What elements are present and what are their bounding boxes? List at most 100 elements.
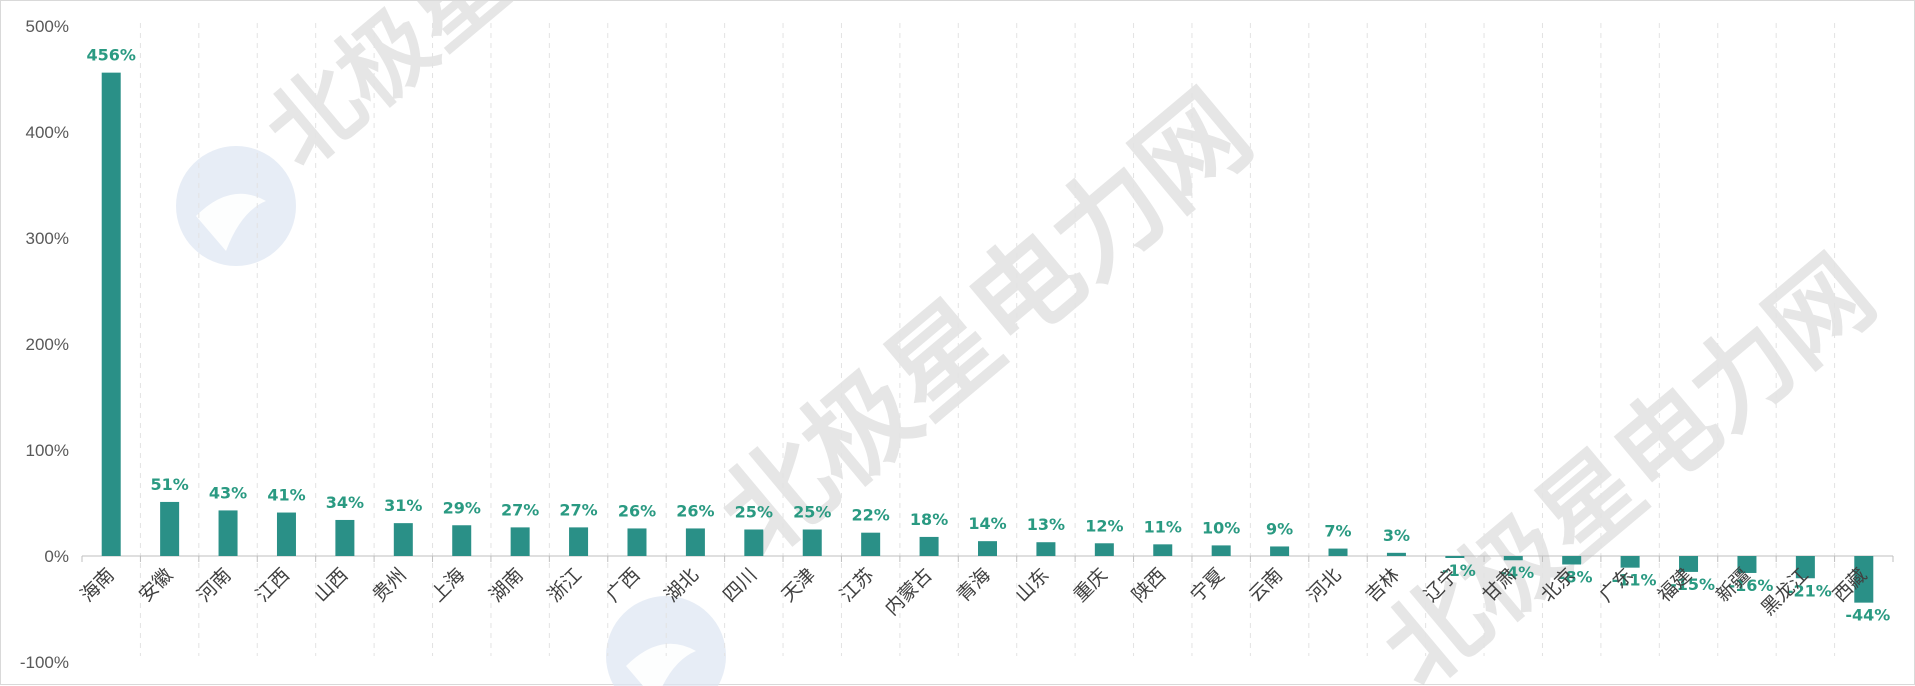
data-label: 41%: [267, 486, 305, 505]
data-label: -1%: [1442, 561, 1476, 580]
bar: [802, 529, 822, 556]
data-label: 25%: [735, 503, 773, 522]
data-label: 14%: [968, 514, 1006, 533]
bar: [1503, 556, 1523, 561]
bar: [276, 512, 296, 556]
y-tick-label: 200%: [26, 335, 69, 354]
bar: [160, 501, 180, 556]
category-label: 宁夏: [1186, 564, 1228, 606]
axes: -100% 0% 100% 200% 300% 400% 500%: [20, 17, 1894, 672]
category-label: 安徽: [135, 564, 177, 606]
data-label: -11%: [1612, 571, 1657, 590]
category-label: 重庆: [1069, 564, 1111, 606]
data-label: 11%: [1144, 517, 1182, 536]
bar: [510, 527, 530, 556]
category-label: 江苏: [836, 564, 878, 606]
data-label: 25%: [793, 503, 831, 522]
bar: [101, 72, 121, 556]
data-label: 13%: [1027, 515, 1065, 534]
bar: [1445, 556, 1465, 558]
category-label: 内蒙古: [881, 564, 937, 620]
data-label: -4%: [1500, 563, 1534, 582]
watermark-logo-icon: [606, 596, 726, 686]
bar: [1094, 543, 1114, 556]
category-labels-group: 海南 安徽 河南 江西 山西 贵州 上海 湖南 浙江 广西 湖北 四川 天津 江苏 内蒙古 青海 山东 重庆 陕西宁…: [76, 564, 1871, 620]
category-label: 广西: [602, 564, 644, 606]
data-label: -15%: [1670, 575, 1715, 594]
data-label: 27%: [501, 500, 539, 519]
data-label: 26%: [618, 501, 656, 520]
category-label: 山西: [310, 564, 352, 606]
data-label: -21%: [1787, 581, 1832, 600]
category-label: 云南: [1245, 564, 1287, 606]
logo-swoosh: [626, 643, 696, 686]
y-tick-label: 400%: [26, 123, 69, 142]
data-label: 26%: [676, 501, 714, 520]
bar: [1737, 556, 1757, 573]
category-label: 湖南: [485, 564, 527, 606]
data-label: 18%: [910, 510, 948, 529]
data-label: 43%: [209, 483, 247, 502]
bar: [861, 532, 881, 556]
bar: [1211, 545, 1231, 556]
data-label: -16%: [1728, 576, 1773, 595]
category-label: 青海: [953, 564, 995, 606]
bars-group: [101, 72, 1874, 603]
bar: [685, 528, 705, 556]
y-tick-label: 300%: [26, 229, 69, 248]
bar: [627, 528, 647, 556]
category-label: 贵州: [368, 564, 410, 606]
y-tick-label: 500%: [26, 17, 69, 36]
watermark-text: 北极星电力网: [1361, 234, 1896, 686]
category-label: 浙江: [544, 564, 586, 606]
y-tick-label: 100%: [26, 441, 69, 460]
watermark-text: 北极星电力网: [246, 1, 738, 188]
category-label: 河北: [1303, 564, 1345, 606]
bar: [1795, 556, 1815, 579]
category-label: 海南: [76, 564, 118, 606]
category-label: 河南: [193, 564, 235, 606]
bar: [1270, 546, 1290, 556]
data-label: 51%: [150, 475, 188, 494]
y-tick-label: -100%: [20, 653, 69, 672]
bar: [1620, 556, 1640, 568]
bar: [744, 529, 764, 556]
bar: [1153, 544, 1173, 556]
data-label: 31%: [384, 496, 422, 515]
data-label: 456%: [86, 46, 135, 65]
data-label: 9%: [1266, 519, 1293, 538]
bar: [978, 541, 997, 556]
bar: [393, 523, 413, 556]
data-label: -44%: [1845, 606, 1890, 625]
bar: [335, 519, 355, 556]
category-label: 陕西: [1128, 564, 1170, 606]
category-label: 山东: [1011, 564, 1053, 606]
watermark-text: 北极星电力网: [697, 69, 1274, 581]
y-tick-label: 0%: [44, 547, 69, 566]
data-labels-group: 456% 51% 43% 41% 34% 31% 29% 27% 27% 26% 26% 25% 25%…: [86, 46, 1890, 625]
watermark-logo-icon: [176, 146, 296, 266]
bar: [1562, 556, 1582, 565]
data-label: 27%: [559, 500, 597, 519]
data-label: 34%: [326, 493, 364, 512]
data-label: 7%: [1324, 522, 1351, 541]
data-label: -8%: [1559, 567, 1593, 586]
data-label: 29%: [443, 498, 481, 517]
data-label: 22%: [852, 506, 890, 525]
bar: [1854, 556, 1874, 603]
data-label: 10%: [1202, 518, 1240, 537]
bar: [1679, 556, 1699, 572]
bar: [569, 527, 589, 556]
bar: [1036, 542, 1056, 556]
category-label: 江西: [252, 564, 294, 606]
data-label: 12%: [1085, 516, 1123, 535]
bar: [919, 536, 939, 556]
category-label: 上海: [427, 564, 469, 606]
bar: [452, 525, 472, 556]
data-label: 3%: [1383, 526, 1410, 545]
logo-swoosh: [196, 193, 266, 251]
bar: [218, 510, 238, 556]
category-label: 四川: [719, 564, 761, 606]
